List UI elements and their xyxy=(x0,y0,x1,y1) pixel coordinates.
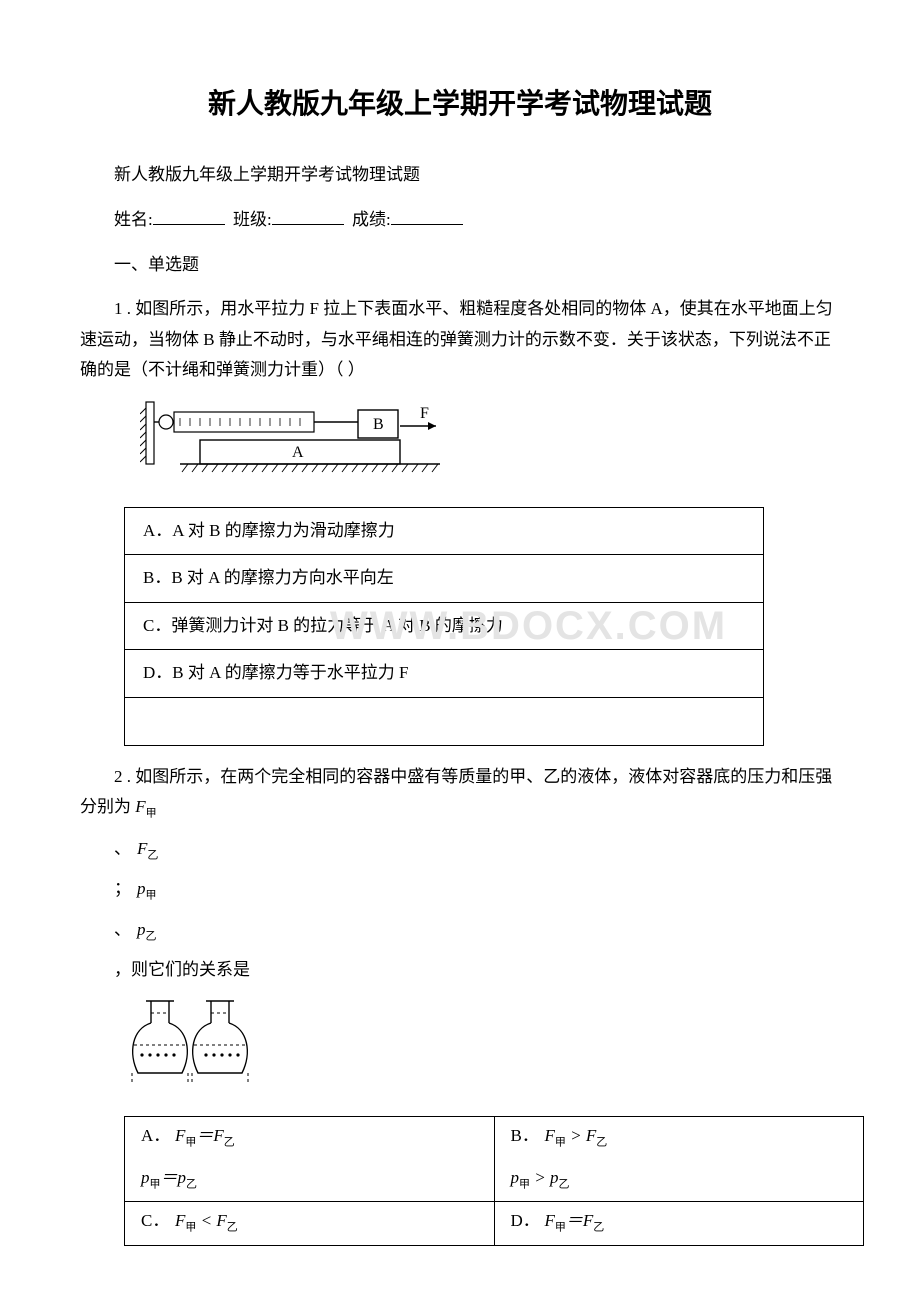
q2-svg xyxy=(120,995,270,1095)
q1-stem: 1 . 如图所示，用水平拉力 F 拉上下表面水平、粗糙程度各处相同的物体 A，使… xyxy=(80,294,840,386)
q1-diagram: B A F xyxy=(140,396,840,497)
line-f-yi: 、F乙 xyxy=(80,834,840,866)
subtitle: 新人教版九年级上学期开学考试物理试题 xyxy=(80,160,840,191)
q2-opt-c: C．F甲 < F乙 xyxy=(125,1202,495,1245)
blank-score xyxy=(391,206,463,225)
q1-options-table: A．A 对 B 的摩擦力为滑动摩擦力 B．B 对 A 的摩擦力方向水平向左 C．… xyxy=(124,507,764,746)
blank-name xyxy=(153,206,225,225)
sym-f-jia-inline: F甲 xyxy=(135,797,156,816)
label-f: F xyxy=(420,405,429,422)
q2-opt-a: A．F甲＝F乙 p甲＝p乙 xyxy=(125,1117,495,1202)
q1-opt-b: B．B 对 A 的摩擦力方向水平向左 xyxy=(125,555,764,603)
section-label: 一、单选题 xyxy=(80,250,840,281)
q2-opt-d: D．F甲＝F乙 xyxy=(494,1202,864,1245)
label-class: 班级: xyxy=(233,210,272,229)
q2-opt-b: B．F甲 > F乙 p甲 > p乙 xyxy=(494,1117,864,1202)
q1-opt-blank xyxy=(125,697,764,745)
label-name: 姓名: xyxy=(114,210,153,229)
q2-stem-text: 2 . 如图所示，在两个完全相同的容器中盛有等质量的甲、乙的液体，液体对容器底的… xyxy=(80,767,832,817)
line-p-yi: 、p乙 xyxy=(80,915,840,947)
q1-svg: B A F xyxy=(140,396,440,486)
line-p-jia: ；p甲 xyxy=(80,874,840,906)
blank-class xyxy=(272,206,344,225)
label-score: 成绩: xyxy=(352,210,391,229)
exam-page: WWW.BDOCX.COM 新人教版九年级上学期开学考试物理试题 新人教版九年级… xyxy=(80,80,840,1246)
q1-opt-d: D．B 对 A 的摩擦力等于水平拉力 F xyxy=(125,650,764,698)
label-b: B xyxy=(373,416,384,433)
q1-opt-a: A．A 对 B 的摩擦力为滑动摩擦力 xyxy=(125,507,764,555)
q2-options-table: A．F甲＝F乙 p甲＝p乙 B．F甲 > F乙 p甲 > p乙 C．F甲 < F… xyxy=(124,1116,864,1246)
q1-opt-c: C．弹簧测力计对 B 的拉力等于 A 对 B 的摩擦力 xyxy=(125,602,764,650)
q2-diagram xyxy=(120,995,840,1106)
page-title: 新人教版九年级上学期开学考试物理试题 xyxy=(80,80,840,130)
q2-stem: 2 . 如图所示，在两个完全相同的容器中盛有等质量的甲、乙的液体，液体对容器底的… xyxy=(80,762,840,825)
relation-text: ，则它们的关系是 xyxy=(80,955,840,986)
blanks-row: 姓名: 班级: 成绩: xyxy=(80,205,840,236)
label-a: A xyxy=(292,444,304,461)
